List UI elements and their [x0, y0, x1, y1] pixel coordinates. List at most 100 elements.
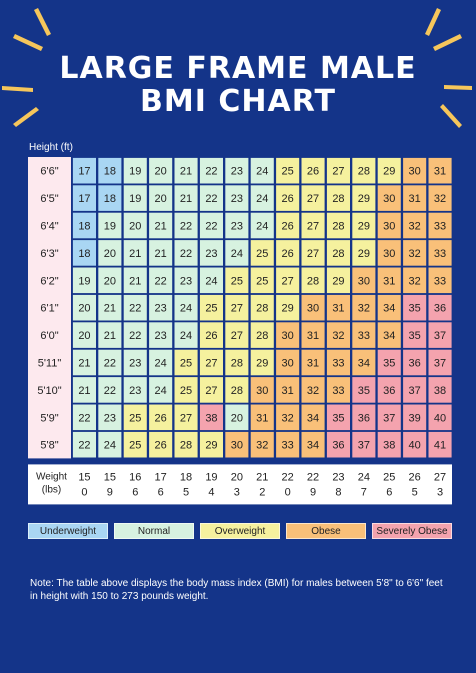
bmi-value: 22	[205, 193, 217, 205]
bmi-value: 36	[332, 440, 344, 452]
bmi-cell	[427, 348, 453, 377]
bmi-value: 23	[231, 193, 243, 205]
ray-left-3	[2, 86, 33, 92]
bmi-cell	[224, 376, 250, 404]
bmi-cell	[148, 184, 173, 212]
height-label-cell: 5'11"	[38, 358, 62, 370]
weight-value-bottom: 4	[208, 486, 214, 498]
ray-right-3	[444, 85, 472, 90]
bmi-value: 21	[104, 303, 116, 315]
bmi-cell	[148, 157, 173, 185]
bmi-value: 35	[332, 412, 344, 424]
bmi-cell	[224, 157, 250, 185]
height-label-cell: 6'1"	[40, 303, 58, 315]
bmi-cell	[97, 294, 123, 322]
bmi-value: 27	[307, 221, 319, 233]
bmi-value: 32	[434, 193, 446, 205]
bmi-value: 23	[104, 412, 116, 424]
bmi-value: 30	[383, 221, 395, 233]
bmi-value: 33	[434, 275, 446, 287]
bmi-cell	[148, 321, 173, 349]
bmi-value: 20	[155, 166, 167, 178]
bmi-value: 37	[434, 330, 446, 342]
bmi-cell	[376, 376, 402, 404]
bmi-cell	[326, 294, 351, 322]
bmi-cell	[300, 348, 326, 377]
bmi-value: 21	[129, 275, 141, 287]
height-label-cell: 6'3"	[40, 248, 58, 260]
bmi-cell	[148, 294, 173, 322]
bmi-cell	[326, 376, 351, 404]
bmi-cell	[326, 211, 351, 240]
legend-overweight: Overweight	[200, 523, 280, 539]
weight-value-bottom: 9	[107, 486, 113, 498]
bmi-value: 19	[129, 193, 141, 205]
height-label-cell: 5'9"	[40, 412, 58, 424]
bmi-value: 24	[155, 385, 167, 397]
bmi-cell	[199, 321, 224, 349]
bmi-value: 35	[383, 358, 395, 370]
bmi-value: 31	[256, 412, 268, 424]
bmi-value: 30	[307, 303, 319, 315]
bmi-value: 33	[282, 440, 294, 452]
bmi-value: 37	[358, 440, 370, 452]
bmi-value: 29	[358, 248, 370, 260]
bmi-cell	[72, 266, 97, 294]
bmi-value: 20	[231, 412, 243, 424]
bmi-value: 28	[358, 166, 370, 178]
bmi-cell	[275, 157, 301, 185]
legend-normal: Normal	[114, 523, 194, 539]
bmi-cell	[427, 184, 453, 212]
height-label-cell: 6'6"	[40, 166, 58, 178]
ray-left-2	[13, 34, 43, 51]
bmi-value: 36	[434, 303, 446, 315]
bmi-cell	[72, 211, 97, 240]
bmi-cell	[173, 431, 199, 459]
bmi-value: 20	[78, 330, 90, 342]
bmi-cell	[376, 266, 402, 294]
bmi-cell	[199, 348, 224, 377]
bmi-cell	[300, 239, 326, 267]
bmi-cell	[148, 403, 173, 431]
bmi-cell	[199, 157, 224, 185]
bmi-cell	[275, 348, 301, 377]
bmi-cell	[72, 348, 97, 377]
bmi-value: 24	[180, 303, 192, 315]
bmi-cell	[199, 266, 224, 294]
weight-value-top: 21	[256, 471, 268, 483]
bmi-cell	[275, 266, 301, 294]
bmi-cell	[122, 157, 148, 185]
bmi-cell	[72, 184, 97, 212]
ray-right-2	[433, 34, 462, 51]
bmi-cell	[402, 211, 428, 240]
bmi-cell	[402, 321, 428, 349]
bmi-cell	[122, 348, 148, 377]
bmi-value: 26	[282, 221, 294, 233]
bmi-value: 32	[409, 248, 421, 260]
bmi-value: 31	[332, 303, 344, 315]
bmi-cell	[148, 266, 173, 294]
bmi-cell	[376, 294, 402, 322]
bmi-cell	[97, 239, 123, 267]
bmi-value: 27	[282, 275, 294, 287]
bmi-cell	[351, 376, 377, 404]
bmi-cell	[122, 239, 148, 267]
bmi-cell	[72, 157, 97, 185]
weight-value-bottom: 6	[158, 486, 164, 498]
weight-value-bottom: 8	[335, 486, 341, 498]
weight-value-bottom: 3	[437, 486, 443, 498]
bmi-cell	[122, 321, 148, 349]
bmi-cell	[402, 431, 428, 459]
bmi-cell	[97, 157, 123, 185]
bmi-cell	[249, 211, 275, 240]
bmi-value: 25	[205, 303, 217, 315]
bmi-value: 40	[409, 440, 421, 452]
bmi-value: 20	[78, 303, 90, 315]
bmi-value: 21	[155, 248, 167, 260]
height-column-bg	[28, 157, 71, 459]
bmi-cell	[249, 403, 275, 431]
bmi-value: 32	[282, 412, 294, 424]
bmi-cell	[249, 157, 275, 185]
bmi-value: 34	[383, 303, 395, 315]
